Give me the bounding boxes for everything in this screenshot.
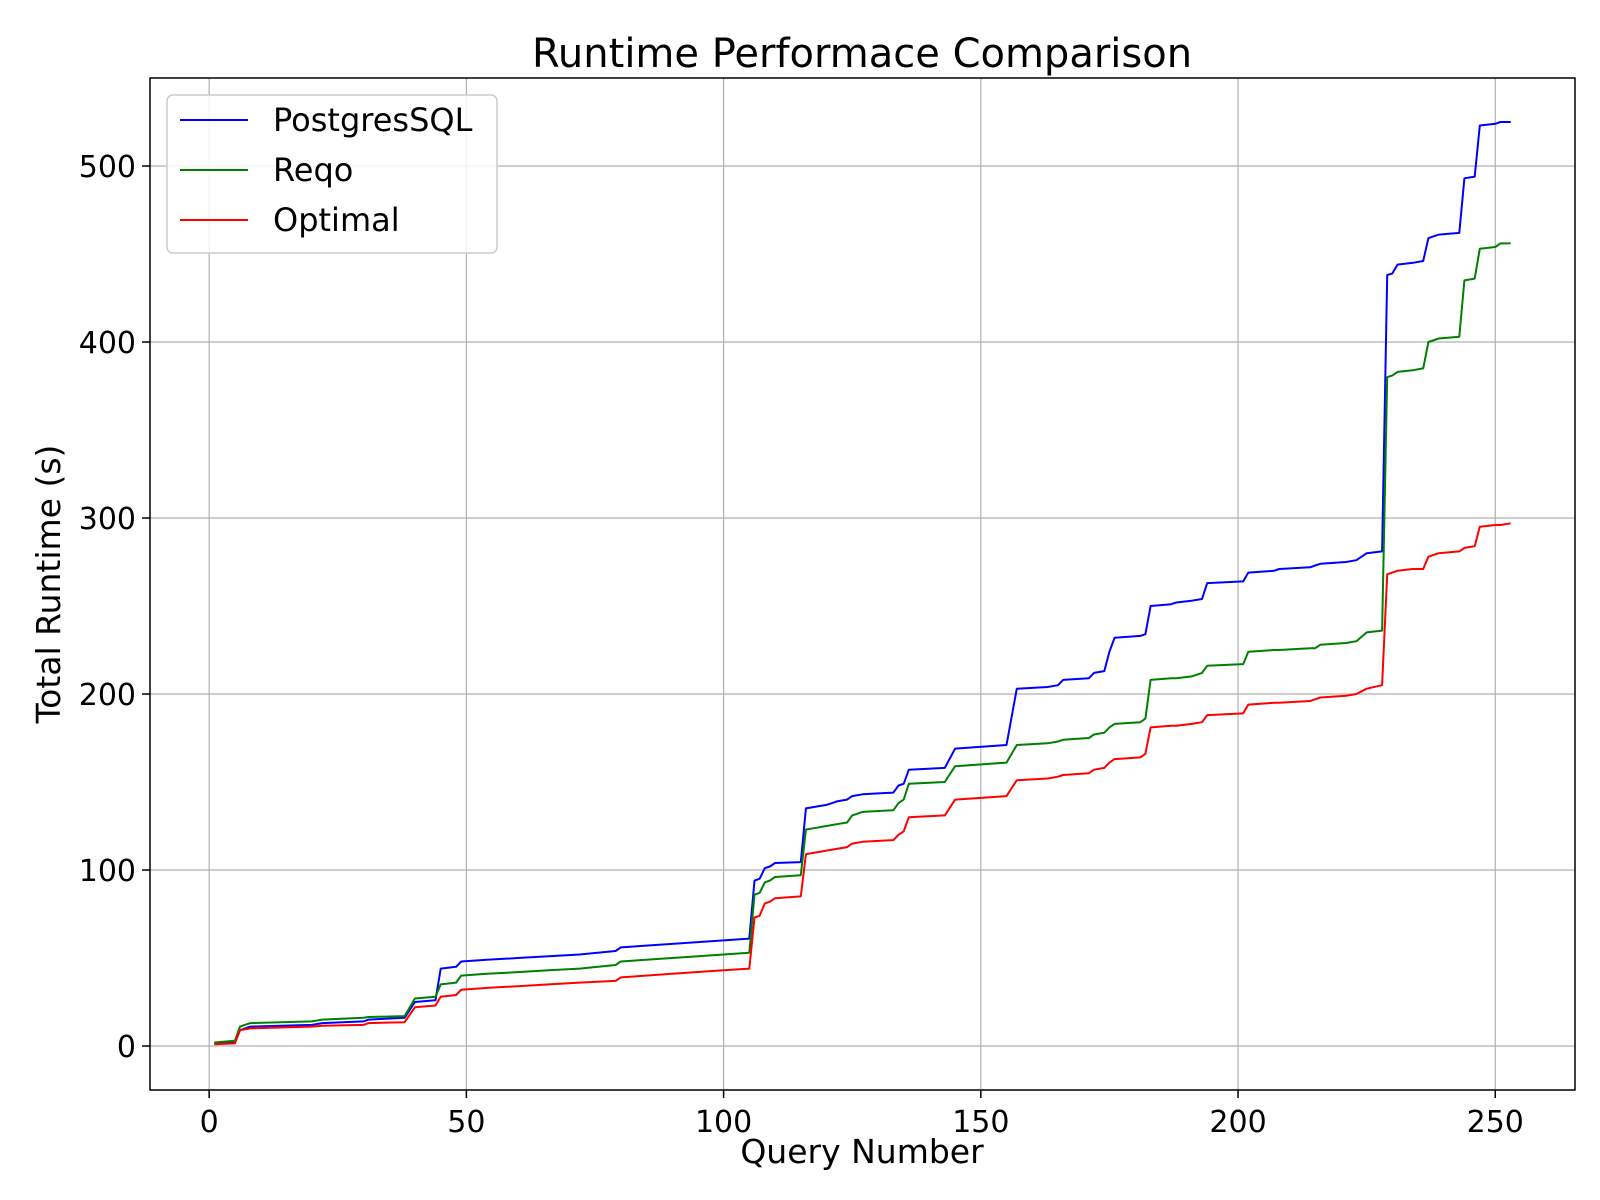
plot-frame [149,77,1576,1091]
series-line-reqo [214,242,1511,1044]
y-tick-label: 200 [79,678,136,713]
legend: PostgresSQL Reqo Optimal [166,94,498,254]
x-tick-label: 50 [447,1105,485,1140]
series-lines [214,121,1511,1046]
x-axis-label: Query Number [740,1132,984,1171]
x-tick-label: 250 [1467,1105,1524,1140]
x-tick-label: 150 [952,1105,1009,1140]
legend-label-optimal: Optimal [273,201,400,239]
axis-ticks: 0 50 100 150 200 250 0 100 200 300 400 500 [79,150,1524,1140]
series-line-postgressql [214,121,1511,1045]
series-line-optimal [214,522,1511,1046]
x-tick-label: 200 [1209,1105,1266,1140]
y-tick-label: 500 [79,150,136,185]
x-tick-label: 100 [695,1105,752,1140]
legend-label-reqo: Reqo [273,151,353,189]
y-tick-label: 300 [79,502,136,537]
y-tick-label: 400 [79,326,136,361]
y-tick-label: 100 [79,854,136,889]
y-tick-label: 0 [117,1030,136,1065]
legend-label-postgressql: PostgresSQL [273,101,473,139]
chart-title: Runtime Performace Comparison [532,31,1192,77]
legend-box [166,94,498,254]
x-tick-label: 0 [200,1105,219,1140]
y-axis-label: Total Runtime (s) [29,445,68,725]
